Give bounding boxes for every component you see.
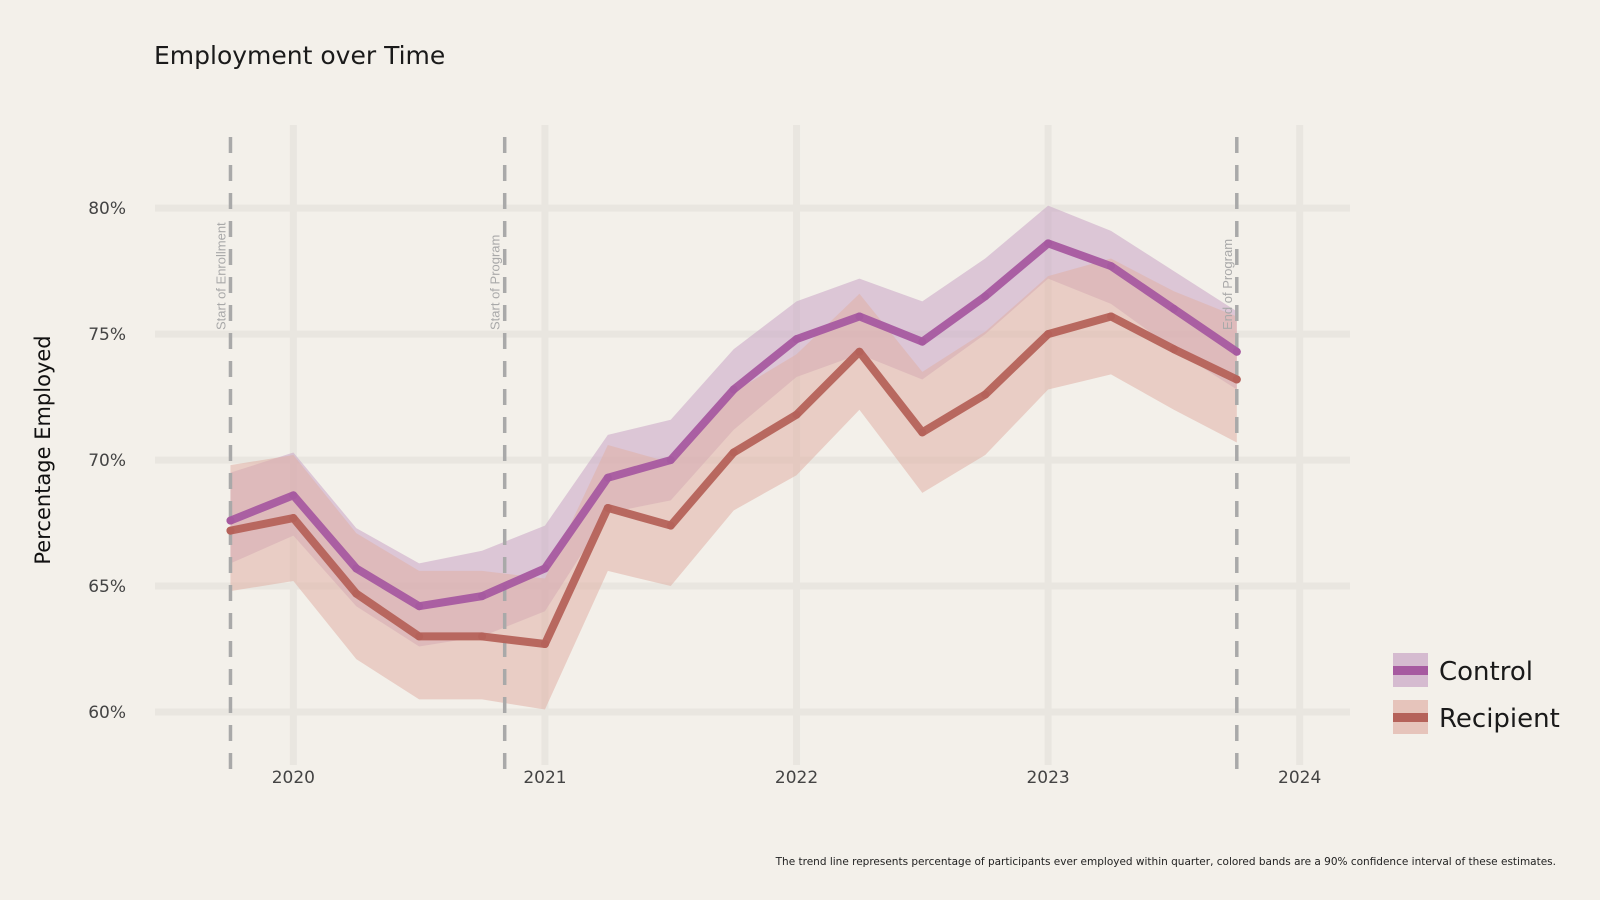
point-control [1107,262,1115,271]
point-control [352,564,361,573]
reference-line-label: Start of Enrollment [213,222,228,330]
point-control [540,564,549,573]
point-recipient [1107,312,1115,321]
point-control [729,385,738,394]
y-tick-label: 60% [88,703,126,723]
point-recipient [226,526,235,535]
point-recipient [603,503,612,512]
legend-label: Control [1439,657,1533,687]
point-recipient [540,639,549,648]
point-control [1232,347,1241,356]
chart-title: Employment over Time [154,41,445,70]
point-recipient [918,428,927,437]
point-control [478,592,487,601]
x-tick-label: 2021 [523,768,566,788]
point-recipient [1232,375,1241,384]
legend: Control Recipient [1393,653,1560,734]
x-tick-label: 2020 [272,768,315,788]
reference-lines: Start of Enrollment Start of Program End o… [213,137,1239,780]
point-control [981,292,990,301]
point-control [226,516,235,525]
point-recipient [1044,330,1053,339]
point-control [603,473,612,482]
legend-swatch-line [1393,713,1428,722]
point-control [792,335,801,344]
point-control [855,312,864,321]
y-axis-label: Percentage Employed [31,335,55,564]
y-tick-label: 80% [88,199,126,219]
reference-line-label: End of Program [1220,239,1235,330]
point-recipient [1169,345,1178,354]
y-tick-label: 75% [88,325,126,345]
chart-caption: The trend line represents percentage of … [775,856,1556,868]
point-recipient [352,589,361,598]
legend-label: Recipient [1439,704,1560,734]
point-recipient [729,448,738,457]
x-tick-label: 2022 [775,768,818,788]
point-recipient [666,521,675,530]
point-control [289,491,298,500]
y-tick-label: 65% [88,577,126,597]
point-control [415,602,424,611]
point-control [1044,239,1053,248]
y-tick-label: 70% [88,451,126,471]
x-tick-label: 2024 [1278,768,1321,788]
axes: 60% 65% 70% 75% 80% 2020 2021 2022 2023 2024 [88,199,1321,788]
point-recipient [478,632,487,641]
point-recipient [792,410,801,419]
series-lines [226,239,1241,648]
point-recipient [855,347,864,356]
point-recipient [289,514,298,523]
point-recipient [415,632,424,641]
point-control [1169,304,1178,313]
legend-swatch-line [1393,666,1428,675]
reference-line-label: Start of Program [488,235,503,330]
point-control [666,456,675,465]
point-recipient [981,390,990,399]
point-control [918,337,927,346]
x-tick-label: 2023 [1026,768,1069,788]
